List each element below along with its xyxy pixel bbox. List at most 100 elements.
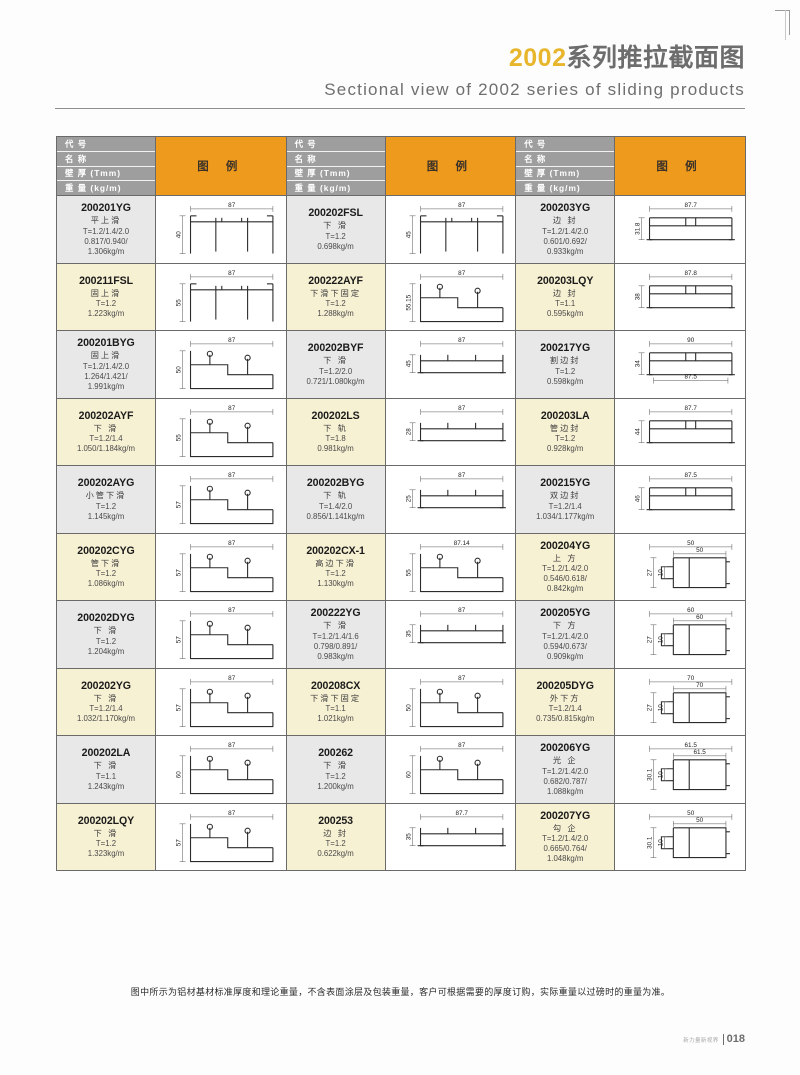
profile-info-cell: 200203LQY 边 封 T=1.1 0.595kg/m: [516, 263, 616, 330]
svg-text:57: 57: [176, 703, 183, 711]
profile-thickness: T=1.2: [555, 366, 576, 376]
profile-name: 固上滑: [90, 351, 122, 361]
profile-code: 200202CYG: [77, 544, 135, 557]
profile-weight: 1.323kg/m: [87, 849, 125, 859]
profile-name: 边 封: [552, 288, 578, 298]
svg-text:87: 87: [458, 674, 466, 681]
profile-name: 割边封: [549, 356, 581, 366]
table-row[interactable]: 200202CX-1 高边下滑 T=1.2 1.130kg/m 87.14 55: [286, 533, 516, 601]
profile-weight-line2: 1.088kg/m: [546, 786, 584, 796]
table-row[interactable]: 200253 边 封 T=1.2 0.622kg/m 87.7 35: [286, 803, 516, 871]
profile-code: 200253: [318, 814, 353, 827]
profile-section-drawing: 87 45: [405, 337, 506, 374]
profile-name: 下 滑: [323, 356, 348, 366]
profile-code: 200222AYF: [308, 274, 363, 287]
profile-weight: 1.204kg/m: [87, 646, 125, 656]
profile-weight: 0.595kg/m: [546, 309, 584, 319]
profile-diagram-cell: 87.7 31.8: [615, 196, 745, 263]
profile-diagram-cell: 87 55: [156, 398, 286, 465]
table-row[interactable]: 200202CYG 管下滑 T=1.2 1.086kg/m 87 57: [57, 533, 286, 601]
table-row[interactable]: 200202AYF 下 滑 T=1.2/1.4 1.050/1.184kg/m 87 55: [57, 398, 286, 466]
profile-weight: 0.856/1.141kg/m: [306, 511, 365, 521]
table-row[interactable]: 200202LS 下 轨 T=1.8 0.981kg/m 87 28: [286, 398, 516, 466]
table-row[interactable]: 200208CX 下滑下固定 T=1.1 1.021kg/m 87 50: [286, 668, 516, 736]
profile-weight: 0.721/1.080kg/m: [306, 376, 365, 386]
table-row[interactable]: 200215YG 双边封 T=1.2/1.4 1.034/1.177kg/m 87.5 4…: [516, 466, 745, 534]
table-row[interactable]: 200202AYG 小管下滑 T=1.2 1.145kg/m 87 57: [57, 466, 286, 534]
profile-weight: 0.981kg/m: [317, 444, 354, 454]
profile-section-drawing: 87 28: [405, 404, 506, 441]
profile-info-cell: 200202CX-1 高边下滑 T=1.2 1.130kg/m: [286, 533, 386, 600]
table-row[interactable]: 200202LQY 下 滑 T=1.2 1.323kg/m 87 57: [57, 803, 286, 871]
table-row[interactable]: 200203YG 边 封 T=1.2/1.4/2.0 0.601/0.692/0.93…: [516, 196, 745, 264]
profile-section-drawing: 87 35: [405, 607, 506, 644]
header-label-0: 代 号: [57, 137, 155, 152]
table-row[interactable]: 200202BYG 下 轨 T=1.4/2.0 0.856/1.141kg/m 87 25: [286, 466, 516, 534]
table-row[interactable]: 200211FSL 固上滑 T=1.2 1.223kg/m 87 55: [57, 263, 286, 331]
table-row[interactable]: 200202DYG 下 滑 T=1.2 1.204kg/m 87 57: [57, 601, 286, 669]
profile-code: 200208CX: [310, 679, 361, 692]
profile-weight: 1.130kg/m: [317, 579, 354, 589]
profile-diagram-cell: 87 60: [156, 736, 286, 803]
table-row[interactable]: 200201BYG 固上滑 T=1.2/1.4/2.0 1.264/1.421/1.9…: [57, 331, 286, 399]
svg-text:87: 87: [458, 472, 466, 479]
svg-text:50: 50: [176, 366, 183, 374]
profile-thickness: T=1.2: [95, 636, 117, 646]
svg-text:70: 70: [696, 681, 704, 688]
profile-info-cell: 200202LA 下 滑 T=1.1 1.243kg/m: [57, 736, 156, 803]
profile-name: 下 滑: [93, 693, 119, 703]
profile-name: 边 封: [552, 216, 578, 226]
table-row[interactable]: 200202FSL 下 滑 T=1.2 0.698kg/m 87 45: [286, 196, 516, 264]
header-label-1: 名 称: [57, 151, 155, 167]
svg-text:87.7: 87.7: [685, 404, 698, 411]
profile-info-cell: 200253 边 封 T=1.2 0.622kg/m: [286, 803, 386, 870]
table-row[interactable]: 200203LA 管边封 T=1.2 0.928kg/m 87.7 44: [516, 398, 745, 466]
profile-section-drawing: 87 50: [405, 674, 504, 727]
profile-info-cell: 200203YG 边 封 T=1.2/1.4/2.0 0.601/0.692/0.93…: [516, 196, 616, 263]
profile-section-drawing: 87 55: [176, 404, 274, 457]
table-row[interactable]: 200205DYG 外下方 T=1.2/1.4 0.735/0.815kg/m 70 70…: [516, 668, 745, 736]
svg-text:61.5: 61.5: [685, 742, 698, 749]
table-row[interactable]: 200206YG 光 企 T=1.2/1.4/2.0 0.682/0.787/1.08…: [516, 736, 745, 804]
table-row[interactable]: 200201YG 平上滑 T=1.2/1.4/2.0 0.817/0.940/1.30…: [57, 196, 286, 264]
table-row[interactable]: 200222YG 下 滑 T=1.2/1.4/1.6 0.798/0.891/0.98…: [286, 601, 516, 669]
svg-text:50: 50: [696, 546, 704, 553]
profile-thickness: T=1.2/1.4/1.6: [312, 631, 359, 641]
table-row[interactable]: 200202YG 下 滑 T=1.2/1.4 1.032/1.170kg/m 87 57: [57, 668, 286, 736]
page-subtitle: Sectional view of 2002 series of sliding…: [324, 79, 745, 99]
profile-section-drawing: 87.8 38: [635, 269, 736, 308]
profile-thickness: T=1.2: [555, 434, 576, 444]
svg-text:87: 87: [458, 269, 466, 276]
svg-text:57: 57: [176, 636, 183, 644]
header-diagram-label: 图 例: [385, 137, 516, 195]
table-row[interactable]: 200262 下 滑 T=1.2 1.200kg/m 87 60: [286, 736, 516, 804]
svg-text:87: 87: [228, 742, 236, 749]
profile-diagram-cell: 87 50: [385, 668, 516, 735]
table-row[interactable]: 200217YG 割边封 T=1.2 0.598kg/m 90 34 87.5: [516, 331, 745, 399]
profile-name: 下 滑: [93, 828, 119, 838]
profile-code: 200202LS: [311, 409, 360, 422]
profile-diagram-cell: 87 57: [156, 466, 286, 533]
table-row[interactable]: 200205YG 下 方 T=1.2/1.4/2.0 0.594/0.673/0.90…: [516, 601, 745, 669]
table-row[interactable]: 200222AYF 下滑下固定 T=1.2 1.288kg/m 87 55.15: [286, 263, 516, 331]
profile-diagram-cell: 50 50 27 10: [615, 533, 745, 600]
svg-text:87: 87: [458, 337, 466, 344]
profile-weight: 0.601/0.692/: [543, 236, 587, 246]
table-row[interactable]: 200203LQY 边 封 T=1.1 0.595kg/m 87.8 38: [516, 263, 745, 331]
svg-text:10: 10: [658, 771, 665, 779]
table-row[interactable]: 200202LA 下 滑 T=1.1 1.243kg/m 87 60: [57, 736, 286, 804]
profile-weight: 0.682/0.787/: [543, 776, 587, 786]
profile-name: 外下方: [549, 693, 581, 703]
svg-text:87: 87: [458, 404, 466, 411]
svg-text:55.15: 55.15: [405, 294, 412, 310]
header-labels: 代 号名 称壁 厚 (Tmm) 重 量 (kg/m): [286, 137, 386, 195]
profile-section-drawing: 87 57: [176, 809, 274, 862]
table-row[interactable]: 200207YG 勾 企 T=1.2/1.4/2.0 0.665/0.764/1.04…: [516, 803, 745, 871]
profile-info-cell: 200202BYF 下 滑 T=1.2/2.0 0.721/1.080kg/m: [286, 331, 386, 398]
table-row[interactable]: 200204YG 上 方 T=1.2/1.4/2.0 0.546/0.618/0.84…: [516, 533, 745, 601]
profile-code: 200203LA: [540, 409, 590, 422]
table-row[interactable]: 200202BYF 下 滑 T=1.2/2.0 0.721/1.080kg/m 87 45: [286, 331, 516, 399]
profile-weight: 1.050/1.184kg/m: [76, 444, 136, 454]
profile-name: 固上滑: [90, 288, 122, 298]
